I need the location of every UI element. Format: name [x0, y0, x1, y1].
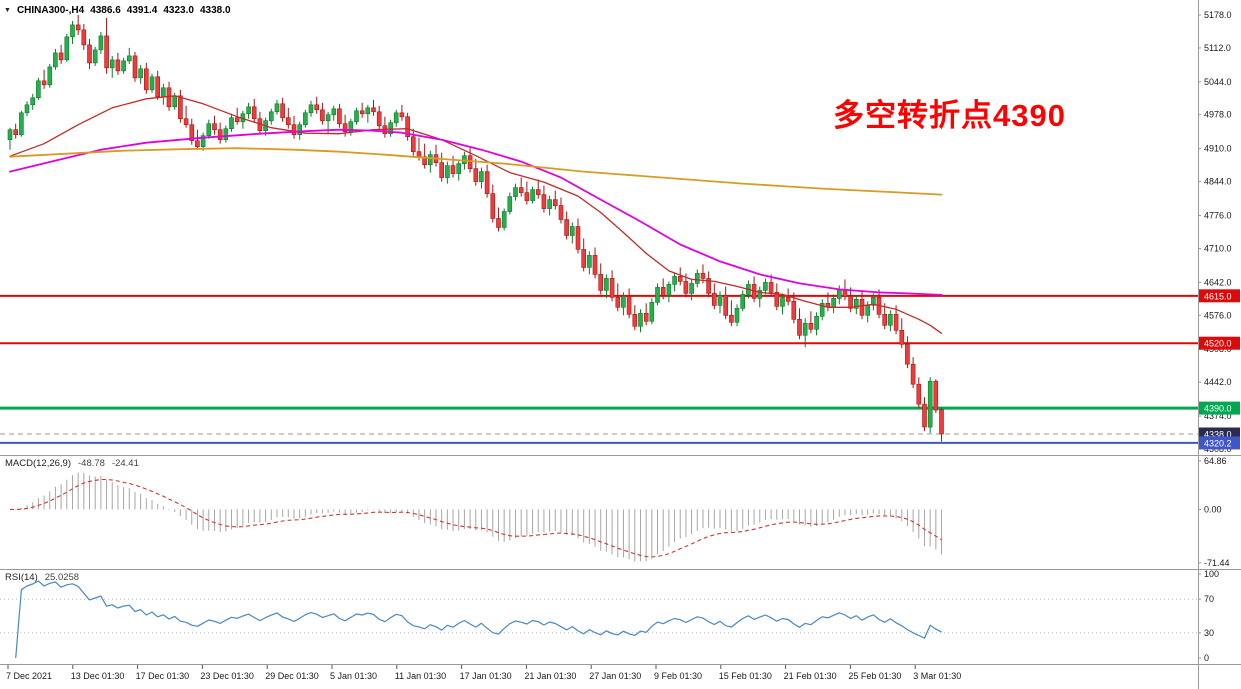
- price-axis-label: 4374.0: [1204, 411, 1232, 421]
- price-axis-label: 5178.0: [1204, 10, 1232, 20]
- candlestick-series: [7, 15, 944, 442]
- price-axis-label: 4442.0: [1204, 377, 1232, 387]
- time-axis-label: 23 Dec 01:30: [200, 671, 254, 681]
- price-axis-label: 5044.0: [1204, 77, 1232, 87]
- price-tag-4320.2: 4320.2: [1199, 436, 1240, 450]
- time-axis-label: 17 Dec 01:30: [136, 671, 190, 681]
- macd-signal-value: -24.41: [111, 458, 139, 469]
- ohlc-high: 4391.4: [126, 5, 158, 16]
- macd-axis-label: -71.44: [1204, 558, 1230, 568]
- macd-main-value: -48.78: [78, 458, 105, 469]
- rsi-axis: 100 70 30 0: [1198, 569, 1219, 663]
- ohlc-low: 4323.0: [163, 5, 194, 16]
- rsi-axis-label: 30: [1204, 628, 1214, 638]
- ma-line-medium: [9, 128, 943, 296]
- time-axis-label: 27 Jan 01:30: [589, 671, 641, 681]
- macd-indicator-label: MACD(12,26,9) -48.78 -24.41: [5, 458, 139, 469]
- macd-axis: 64.86 0.00 -71.44: [1198, 456, 1230, 568]
- price-axis-label: 5112.0: [1204, 43, 1231, 53]
- price-axis-label: 4710.0: [1204, 244, 1232, 254]
- rsi-title: RSI(14): [5, 572, 38, 583]
- macd-axis-label: 64.86: [1204, 456, 1227, 466]
- time-axis-label: 21 Jan 01:30: [524, 671, 576, 681]
- rsi-line: [15, 580, 942, 659]
- svg-text:4615.0: 4615.0: [1204, 291, 1232, 301]
- price-axis: 5178.0 5112.0 5044.0 4978.0 4910.0 4844.0 4776…: [1198, 10, 1232, 454]
- symbol-dropdown-icon[interactable]: ▼: [4, 7, 11, 14]
- price-axis-label: 4776.0: [1204, 211, 1232, 221]
- rsi-axis-label: 100: [1204, 569, 1219, 579]
- macd-axis-label: 0.00: [1204, 504, 1222, 514]
- price-tag-4390.0: 4390.0: [1199, 401, 1240, 415]
- time-axis-label: 21 Feb 01:30: [784, 671, 837, 681]
- time-axis-label: 25 Feb 01:30: [848, 671, 901, 681]
- annotation-text: 多空转折点4390: [833, 98, 1066, 133]
- time-axis-label: 11 Jan 01:30: [395, 671, 446, 681]
- ohlc-open: 4386.6: [90, 5, 121, 16]
- rsi-indicator-label: RSI(14) 25.0258: [5, 572, 79, 583]
- time-axis-label: 7 Dec 2021: [6, 671, 52, 681]
- price-tag-4520.0: 4520.0: [1199, 336, 1240, 350]
- rsi-value: 25.0258: [44, 572, 80, 583]
- ma-line-slow: [9, 147, 943, 196]
- ma-line-fast: [9, 95, 943, 334]
- price-axis-label: 4642.0: [1204, 277, 1232, 287]
- svg-text:4520.0: 4520.0: [1204, 339, 1232, 349]
- macd-signal-line: [9, 478, 942, 558]
- macd-title: MACD(12,26,9): [5, 458, 71, 469]
- price-axis-label: 4576.0: [1204, 310, 1232, 320]
- price-axis-label: 4978.0: [1204, 110, 1232, 120]
- macd-histogram: [15, 472, 943, 562]
- price-axis-label: 4844.0: [1204, 177, 1232, 187]
- svg-text:4320.2: 4320.2: [1204, 438, 1232, 448]
- svg-text:4338.0: 4338.0: [1204, 430, 1232, 440]
- rsi-axis-label: 70: [1204, 594, 1214, 604]
- price-axis-label: 4910.0: [1204, 144, 1232, 154]
- rsi-axis-label: 0: [1204, 653, 1209, 663]
- time-axis-label: 29 Dec 01:30: [265, 671, 319, 681]
- time-axis-label: 9 Feb 01:30: [654, 671, 702, 681]
- time-axis-label: 3 Mar 01:30: [913, 671, 961, 681]
- time-axis-label: 5 Jan 01:30: [330, 671, 377, 681]
- price-tag-4615.0: 4615.0: [1199, 289, 1240, 303]
- symbol-info: ▼ CHINA300-,H4 4386.6 4391.4 4323.0 4338…: [4, 5, 231, 16]
- symbol-timeframe: CHINA300-,H4: [16, 5, 85, 16]
- svg-text:4390.0: 4390.0: [1204, 404, 1232, 414]
- ohlc-close: 4338.0: [199, 5, 231, 16]
- time-axis: 7 Dec 2021 13 Dec 01:30 17 Dec 01:30 23 Dec…: [6, 665, 961, 681]
- time-axis-label: 13 Dec 01:30: [71, 671, 125, 681]
- time-axis-label: 15 Feb 01:30: [719, 671, 772, 681]
- time-axis-label: 17 Jan 01:30: [460, 671, 512, 681]
